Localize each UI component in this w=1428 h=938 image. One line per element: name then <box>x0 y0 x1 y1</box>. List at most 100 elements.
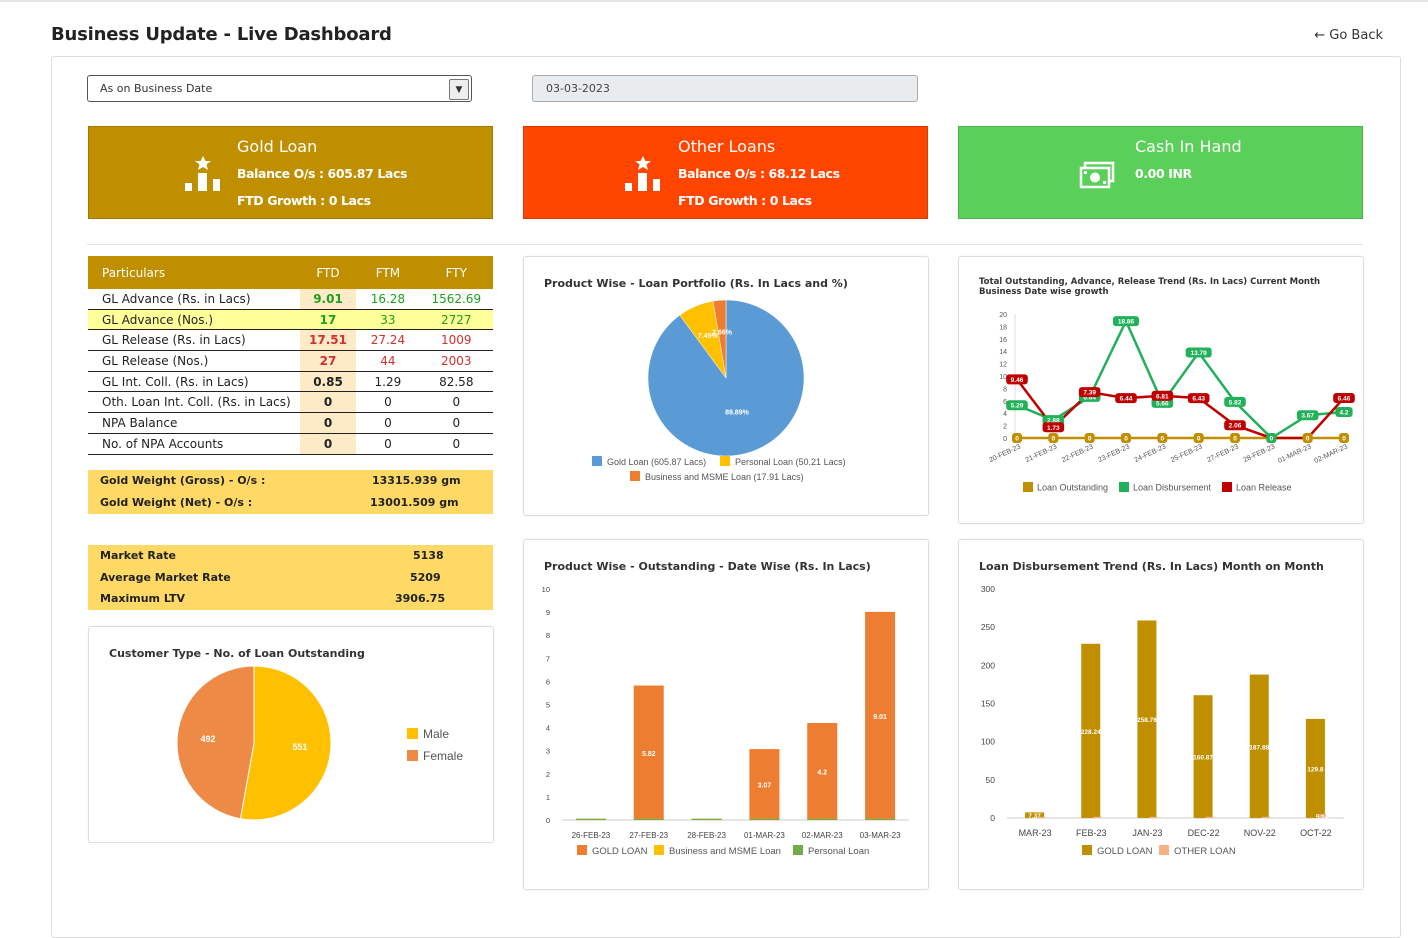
data-label-bg <box>1012 433 1022 443</box>
cash-in-hand-title: Cash In Hand <box>1135 137 1242 156</box>
data-label: 9.46 <box>1011 377 1024 384</box>
row-fty: 1562.69 <box>419 289 493 310</box>
pie-slice <box>647 299 805 457</box>
data-label: 0 <box>1088 436 1092 443</box>
x-tick-label: 01-MAR-23 <box>744 831 785 840</box>
bar <box>633 685 664 820</box>
legend-swatch <box>577 845 587 855</box>
data-label-bg <box>1185 347 1212 358</box>
customer-type-chart: 551 492 Male Female Customer Type - No. of … <box>88 626 494 843</box>
data-label: 2.06 <box>1229 423 1242 430</box>
data-label-bg <box>1121 433 1131 443</box>
table-row: GL Advance (Nos.) 17 33 2727 <box>88 309 493 331</box>
gold-loan-balance: Balance O/s : 605.87 Lacs <box>237 166 407 181</box>
data-label-bg <box>1302 433 1313 443</box>
data-label: 0 <box>1233 436 1237 443</box>
go-back-link[interactable]: ← Go Back <box>1314 28 1383 43</box>
data-label: 0 <box>1052 436 1056 443</box>
date-mode-select[interactable]: As on Business Date ▼ <box>87 75 472 102</box>
data-label: 0 <box>1197 436 1201 443</box>
legend-swatch <box>1159 845 1169 855</box>
y-tick-label: 0 <box>546 816 550 825</box>
particulars-table: Particulars FTD FTM FTY GL Advance (Rs. … <box>88 256 493 455</box>
x-tick-label: 27-FEB-23 <box>1206 443 1240 464</box>
data-label: 0 <box>1015 436 1019 443</box>
bar-label: 258.76 <box>1137 717 1157 724</box>
bar <box>1149 816 1158 818</box>
table-row: Oth. Loan Int. Coll. (Rs. in Lacs) 0 0 0 <box>88 391 493 414</box>
y-tick-label: 9 <box>546 608 550 617</box>
top-border <box>0 0 1428 2</box>
x-tick-label: JAN-23 <box>1132 828 1162 838</box>
chart-title: Customer Type - No. of Loan Outstanding <box>109 647 365 660</box>
data-label: 7.39 <box>1083 390 1096 397</box>
row-fty: 2003 <box>419 350 493 372</box>
bar-label: 3.07 <box>758 783 772 790</box>
x-tick-label: 02-MAR-23 <box>1313 443 1348 465</box>
other-loans-balance: Balance O/s : 68.12 Lacs <box>678 166 840 181</box>
bar <box>1317 814 1326 818</box>
row-ftd: 0.85 <box>299 371 357 393</box>
bar-label: 160.87 <box>1193 755 1213 762</box>
bar <box>749 749 780 820</box>
row-ftd: 27 <box>299 350 357 372</box>
x-tick-label: DEC-22 <box>1188 828 1220 838</box>
row-ftd: 17.51 <box>299 329 357 352</box>
y-tick-label: 7 <box>546 654 550 663</box>
trend-line-chart: 0 2 4 6 8 10 12 14 16 18 20 20-FEB-23 21-FEB-23 22-FE… <box>958 256 1364 524</box>
y-tick-label: 6 <box>546 677 550 686</box>
gold-weight-gross-row: Gold Weight (Gross) - O/s : 13315.939 gm <box>88 470 493 492</box>
row-label: GL Release (Rs. in Lacs) <box>88 329 300 352</box>
legend-label: Loan Disbursement <box>1133 483 1212 493</box>
chevron-down-icon[interactable]: ▼ <box>449 79 469 100</box>
x-tick-label: 22-FEB-23 <box>1061 443 1095 464</box>
business-date-field[interactable]: 03-03-2023 <box>532 75 918 102</box>
legend-label: Loan Release <box>1236 483 1292 493</box>
row-fty: 0 <box>419 412 493 434</box>
y-tick-label: 20 <box>999 312 1007 319</box>
row-fty: 1009 <box>419 329 493 352</box>
x-tick-label: NOV-22 <box>1244 828 1276 838</box>
y-tick-label: 200 <box>981 660 995 670</box>
market-rate-value: 5138 <box>413 549 444 562</box>
data-label-bg <box>1335 406 1353 417</box>
x-tick-label: 28-FEB-23 <box>1243 443 1277 464</box>
gold-loan-title: Gold Loan <box>237 137 318 156</box>
slice-label: 89.89% <box>725 409 750 416</box>
outstanding-bar-svg: 0 1 2 3 4 5 6 7 8 9 10 26-FEB-23 27-FEB-23 28-FEB-23 0… <box>542 585 909 857</box>
bar <box>691 818 722 820</box>
data-label-bg <box>1193 433 1204 443</box>
data-label-bg <box>1333 392 1355 403</box>
bar-label: 5.82 <box>642 751 656 758</box>
row-ftm: 27.24 <box>356 329 420 352</box>
y-tick-label: 2 <box>1003 424 1007 431</box>
row-fty: 2727 <box>419 309 493 331</box>
row-label: GL Release (Nos.) <box>88 350 300 372</box>
gold-loan-card: Gold Loan Balance O/s : 605.87 Lacs FTD … <box>88 126 493 219</box>
row-label: No. of NPA Accounts <box>88 433 300 455</box>
y-tick-label: 150 <box>981 699 995 709</box>
data-label-bg <box>1113 316 1139 327</box>
bar <box>633 818 664 820</box>
y-tick-label: 18 <box>999 324 1007 331</box>
y-tick-label: 12 <box>999 362 1007 369</box>
podium-icon <box>624 155 664 199</box>
data-label-bg <box>1230 433 1240 443</box>
data-label-bg <box>1187 393 1210 404</box>
data-label-bg <box>1078 387 1101 398</box>
x-tick-label: 27-FEB-23 <box>629 831 668 840</box>
x-tick-label: 26-FEB-23 <box>572 831 611 840</box>
legend-label: OTHER LOAN <box>1174 846 1236 857</box>
data-label: 13.79 <box>1191 350 1208 357</box>
y-tick-label: 14 <box>999 349 1007 356</box>
data-label-bg <box>1042 422 1065 433</box>
legend-swatch <box>1023 482 1033 492</box>
average-market-rate-label: Average Market Rate <box>100 570 231 584</box>
legend-label: Female <box>423 749 463 763</box>
gold-weight-gross-label: Gold Weight (Gross) - O/s : <box>100 474 266 487</box>
data-label: 5.82 <box>1229 399 1242 406</box>
data-label: 6.46 <box>1338 395 1351 402</box>
y-tick-label: 100 <box>981 737 995 747</box>
chart-title: Product Wise - Outstanding - Date Wise (… <box>544 560 871 573</box>
legend-swatch <box>1082 845 1092 855</box>
